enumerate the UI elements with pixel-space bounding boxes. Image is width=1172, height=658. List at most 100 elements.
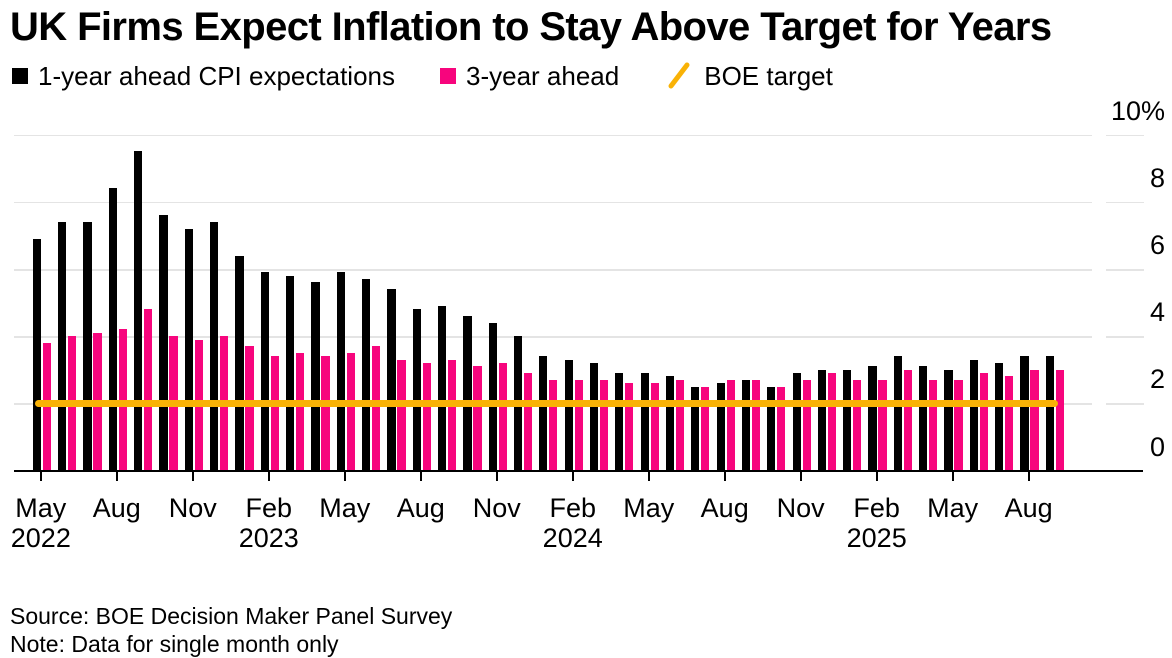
bar-1yr-Jun 2022 [57,222,67,471]
bar-1yr-Apr 2024 [615,373,624,471]
bar-3yr-Apr 2023 [321,356,330,471]
x-tick-mark [875,471,878,481]
bar-1yr-Jul 2022 [83,222,92,471]
bar-1yr-Jul 2024 [691,386,700,471]
x-axis-year-label: 2022 [10,523,71,553]
bar-3yr-Jan 2024 [549,379,558,471]
bar-1yr-May 2025 [944,369,953,471]
x-axis-month-label: Feb [853,493,900,523]
bar-1yr-Jun 2024 [665,376,675,471]
bar-1yr-Feb 2023 [260,272,269,471]
x-axis-month-label: Aug [1004,493,1053,523]
x-axis-month-label: May [15,493,67,523]
bar-3yr-Apr 2024 [625,383,634,471]
bar-3yr-Nov 2024 [802,379,811,471]
legend-item-1yr: 1-year ahead CPI expectations [12,61,395,91]
bar-1yr-Oct 2024 [767,386,776,471]
x-tick-mark [39,471,42,481]
bar-3yr-Aug 2024 [726,379,735,471]
legend-label-target: BOE target [704,61,833,91]
legend: 1-year ahead CPI expectations 3-year ahe… [12,61,833,91]
x-tick-mark [571,471,574,481]
bar-1yr-Feb 2025 [868,366,877,471]
bar-1yr-Jan 2025 [843,369,852,471]
bar-3yr-Jun 2025 [979,373,989,471]
bar-1yr-Jun 2023 [361,279,371,471]
x-axis-month-label: May [927,493,979,523]
bar-1yr-Feb 2024 [564,359,573,471]
legend-item-3yr: 3-year ahead [440,61,619,91]
note-text: Note: Data for single month only [10,631,339,657]
bar-1yr-Nov 2022 [184,228,193,471]
target-line [35,399,1058,407]
bar-1yr-Jun 2025 [969,359,979,471]
bar-1yr-Aug 2024 [716,383,725,471]
bar-1yr-Jul 2023 [387,289,396,471]
bar-3yr-Oct 2023 [473,366,482,471]
bar-3yr-Jun 2024 [675,379,685,471]
x-tick-mark [495,471,498,481]
x-axis-month-label: Nov [168,493,217,523]
bar-3yr-Dec 2024 [827,373,837,471]
legend-label-1yr: 1-year ahead CPI expectations [38,61,395,91]
y-axis-label: 8 [1149,162,1165,193]
bar-3yr-Jan 2025 [853,379,862,471]
bar-3yr-Jan 2023 [245,346,254,471]
bar-3yr-Sep 2024 [751,379,761,471]
gridline-stub [1106,403,1144,405]
bar-1yr-Nov 2023 [488,322,497,471]
bar-1yr-May 2022 [32,238,41,471]
bar-1yr-Oct 2022 [159,215,168,471]
x-tick-mark [115,471,118,481]
x-axis-month-label: Aug [92,493,141,523]
bar-3yr-May 2023 [346,352,355,471]
x-axis-month-label: Feb [549,493,596,523]
bar-1yr-Sep 2025 [1045,356,1055,471]
bar-3yr-Feb 2024 [574,379,583,471]
x-axis-month-label: Nov [776,493,825,523]
bar-1yr-Sep 2022 [133,151,143,471]
bar-1yr-Jan 2023 [235,255,244,471]
y-axis-label: 4 [1149,297,1165,328]
gridline-stub [1106,269,1144,271]
bar-3yr-Sep 2023 [447,359,457,471]
x-axis-month-label: Feb [245,493,293,523]
bar-1yr-Dec 2024 [817,369,827,471]
bar-3yr-Sep 2025 [1055,369,1065,471]
bar-1yr-Aug 2022 [108,188,117,471]
bar-3yr-Jun 2023 [371,346,381,471]
pink-square-swatch-icon [440,68,456,84]
bar-1yr-Oct 2023 [463,316,472,471]
bar-1yr-May 2023 [336,272,345,471]
x-tick-mark [723,471,726,481]
bar-3yr-Jul 2023 [397,359,406,471]
x-tick-mark [1027,471,1030,481]
slash-icon [664,61,694,91]
bar-3yr-Jul 2024 [701,386,710,471]
gridline [14,269,1092,271]
bar-1yr-Mar 2025 [893,356,903,471]
bar-3yr-Mar 2023 [295,352,305,471]
x-tick-mark [191,471,194,481]
bar-1yr-Mar 2024 [589,363,599,471]
bar-1yr-Apr 2023 [311,282,320,471]
x-axis-year-label: 2025 [846,523,907,553]
x-axis-year-label: 2024 [542,523,603,553]
y-axis-label: 10% [1110,95,1165,126]
x-axis-month-label: Aug [700,493,749,523]
bar-1yr-Jan 2024 [539,356,548,471]
legend-item-target: BOE target [664,61,833,91]
y-axis-label: 2 [1149,364,1165,395]
bar-1yr-Sep 2023 [437,305,447,471]
bar-3yr-Jul 2025 [1005,376,1014,471]
bar-3yr-May 2025 [954,379,963,471]
x-tick-mark [343,471,346,481]
bar-3yr-Feb 2025 [878,379,887,471]
gridline-stub [1106,134,1144,137]
gridline [14,134,1092,137]
x-axis-month-label: May [623,493,675,523]
bar-3yr-Aug 2023 [422,363,431,471]
x-axis-month-label: May [319,493,371,523]
x-axis-month-label: Aug [396,493,445,523]
